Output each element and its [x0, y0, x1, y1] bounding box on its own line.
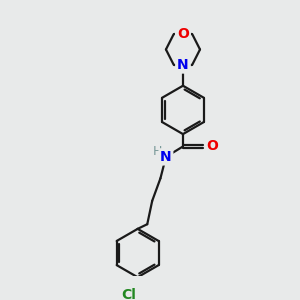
- Text: H: H: [153, 146, 162, 158]
- Text: O: O: [177, 27, 189, 41]
- Text: O: O: [206, 140, 218, 154]
- Text: N: N: [177, 58, 189, 72]
- Text: Cl: Cl: [122, 287, 136, 300]
- Text: N: N: [160, 150, 172, 164]
